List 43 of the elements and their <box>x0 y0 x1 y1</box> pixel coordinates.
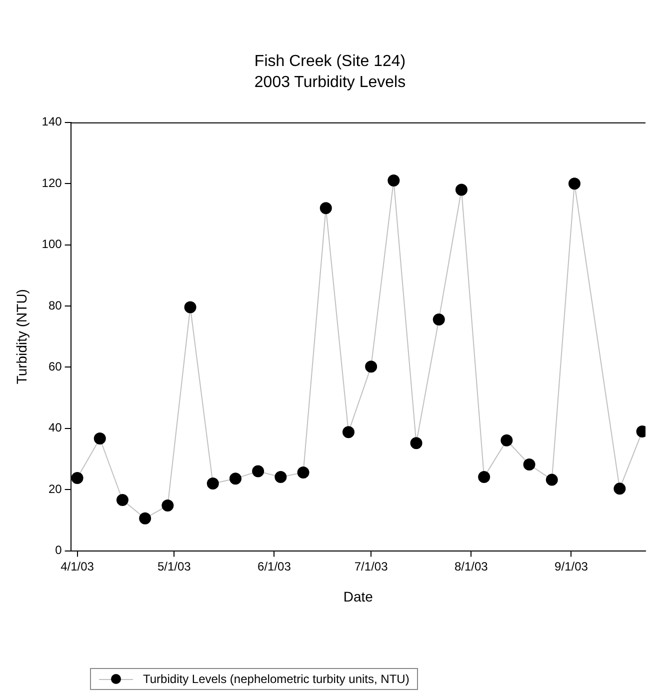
x-tick-label: 5/1/03 <box>157 559 192 574</box>
point <box>365 360 378 373</box>
point <box>478 471 490 484</box>
point <box>274 471 287 484</box>
chart-title: Fish Creek (Site 124) <box>254 53 406 70</box>
x-axis-title: Date <box>343 588 374 604</box>
point <box>320 202 332 214</box>
x-tick-label: 6/1/03 <box>258 559 292 574</box>
point <box>388 174 400 187</box>
point <box>523 458 536 471</box>
point <box>546 474 558 486</box>
point <box>206 477 219 490</box>
x-tick-label: 7/1/03 <box>354 559 388 574</box>
point <box>614 482 626 495</box>
chart-subtitle: 2003 Turbidity Levels <box>254 74 406 92</box>
point <box>432 313 445 326</box>
legend-label: Turbidity Levels (nephelometric turbity units, NTU) <box>143 672 410 686</box>
point <box>410 437 422 450</box>
y-tick-label: 40 <box>48 420 62 435</box>
point <box>297 466 310 478</box>
x-tick-label: 8/1/03 <box>454 559 488 574</box>
point <box>184 301 196 314</box>
point <box>229 472 242 485</box>
point <box>71 472 84 484</box>
x-tick-label: 4/1/03 <box>60 559 94 574</box>
point <box>94 432 106 444</box>
point <box>252 465 264 478</box>
point <box>455 184 468 196</box>
point <box>139 512 152 524</box>
y-tick-label: 120 <box>42 176 62 190</box>
x-tick-label: 9/1/03 <box>554 559 588 574</box>
point <box>342 426 354 438</box>
y-tick-label: 20 <box>48 482 62 496</box>
y-tick-label: 80 <box>48 298 62 312</box>
point <box>568 178 580 190</box>
y-tick-label: 60 <box>48 360 62 374</box>
point <box>500 434 513 446</box>
point <box>116 494 128 506</box>
point <box>162 500 174 512</box>
y-axis-title: Turbidity (NTU) <box>13 289 30 384</box>
y-tick-label: 140 <box>42 114 62 129</box>
y-tick-label: 0 <box>55 543 62 558</box>
y-tick-label: 100 <box>42 237 62 252</box>
